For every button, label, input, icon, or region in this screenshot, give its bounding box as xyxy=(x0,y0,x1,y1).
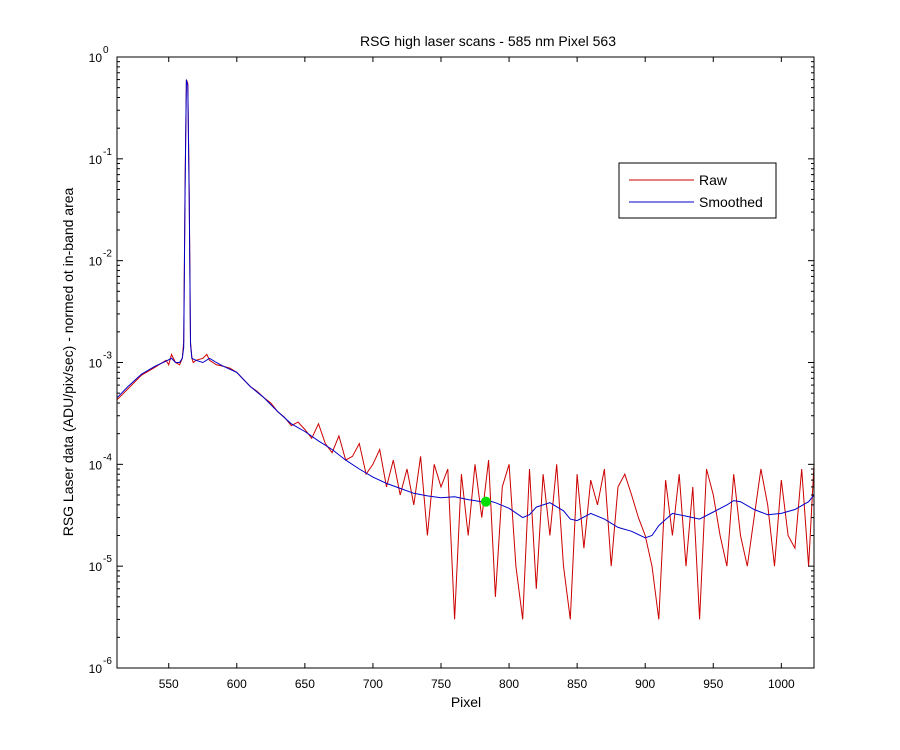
legend-label-raw: Raw xyxy=(699,172,728,188)
x-tick-label: 750 xyxy=(431,677,451,691)
series-line-raw xyxy=(117,79,814,620)
y-tick-label-exponent: 0 xyxy=(103,45,109,56)
x-tick-label: 900 xyxy=(635,677,655,691)
y-tick-label-exponent: -1 xyxy=(103,147,112,158)
y-tick-label: 10 xyxy=(89,357,103,371)
y-tick-label-exponent: -3 xyxy=(103,351,112,362)
x-tick-label: 1000 xyxy=(768,677,795,691)
y-tick-label-exponent: -6 xyxy=(103,656,112,667)
axis-ticks xyxy=(117,56,814,669)
x-tick-label: 550 xyxy=(159,677,179,691)
highlight-marker xyxy=(480,496,491,507)
chart-title: RSG high laser scans - 585 nm Pixel 563 xyxy=(360,33,616,49)
y-tick-label: 10 xyxy=(89,458,103,472)
x-tick-label: 800 xyxy=(499,677,519,691)
legend: Raw Smoothed xyxy=(618,162,777,219)
x-tick-label: 950 xyxy=(703,677,723,691)
y-tick-label: 10 xyxy=(89,51,103,65)
x-tick-label: 700 xyxy=(363,677,383,691)
y-tick-label: 10 xyxy=(89,153,103,167)
y-tick-label: 10 xyxy=(89,662,103,676)
y-tick-label-exponent: -5 xyxy=(103,554,112,565)
x-axis-title: Pixel xyxy=(451,694,481,710)
x-tick-label: 850 xyxy=(567,677,587,691)
series-line-smoothed xyxy=(117,79,814,539)
y-tick-label: 10 xyxy=(89,560,103,574)
series-layer xyxy=(117,79,814,620)
x-tick-label: 600 xyxy=(227,677,247,691)
y-tick-label-exponent: -2 xyxy=(103,249,112,260)
tick-labels: 550 600 650 700 750 800 850 900 950 100010010-110… xyxy=(89,45,795,691)
y-tick-label: 10 xyxy=(89,255,103,269)
y-tick-label-exponent: -4 xyxy=(103,452,112,463)
x-tick-label: 650 xyxy=(295,677,315,691)
legend-box xyxy=(618,162,777,219)
legend-label-smoothed: Smoothed xyxy=(699,194,763,210)
y-axis-title: RSG Laser data (ADU/pix/sec) - normed ot… xyxy=(60,187,76,536)
